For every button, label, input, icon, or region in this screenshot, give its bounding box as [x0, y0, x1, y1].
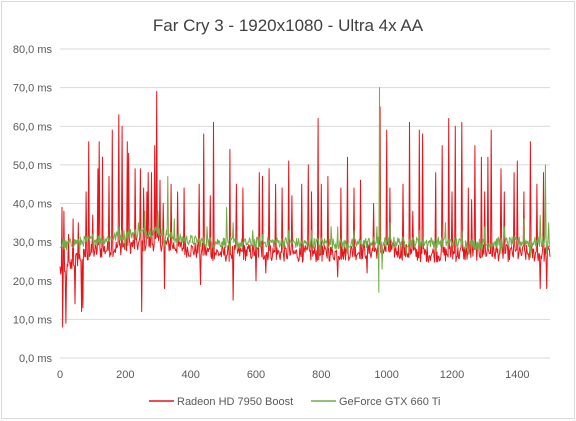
legend-label-radeon: Radeon HD 7950 Boost	[177, 396, 293, 408]
y-tick-label: 50,0 ms	[13, 160, 53, 172]
y-tick-label: 80,0 ms	[13, 44, 53, 56]
series-layer	[59, 87, 551, 328]
series-line-radeon	[59, 91, 551, 328]
y-tick-label: 40,0 ms	[13, 199, 53, 211]
x-tick-label: 400	[181, 369, 199, 381]
y-tick-label: 10,0 ms	[13, 314, 53, 326]
x-tick-label: 1000	[374, 369, 398, 381]
legend-item-geforce[interactable]: GeForce GTX 660 Ti	[311, 396, 440, 408]
legend: Radeon HD 7950 Boost GeForce GTX 660 Ti	[149, 396, 440, 408]
series-line-geforce	[59, 87, 551, 293]
y-tick-label: 60,0 ms	[13, 121, 53, 133]
legend-item-radeon[interactable]: Radeon HD 7950 Boost	[149, 396, 293, 408]
chart-title: Far Cry 3 - 1920x1080 - Ultra 4x AA	[153, 16, 424, 35]
y-tick-label: 20,0 ms	[13, 276, 53, 288]
x-tick-label: 200	[116, 369, 134, 381]
x-tick-label: 1400	[505, 369, 529, 381]
x-tick-label: 0	[57, 369, 63, 381]
legend-label-geforce: GeForce GTX 660 Ti	[339, 396, 440, 408]
y-tick-label: 0,0 ms	[19, 353, 53, 365]
y-axis-ticks: 0,0 ms 10,0 ms 20,0 ms 30,0 ms 40,0 ms 50,0 m…	[13, 44, 53, 365]
x-tick-label: 600	[247, 369, 265, 381]
x-tick-label: 1200	[440, 369, 464, 381]
y-tick-label: 70,0 ms	[13, 83, 53, 95]
y-tick-label: 30,0 ms	[13, 237, 53, 249]
grid-lines	[60, 48, 550, 359]
x-axis-ticks: 0 200 400 600 800 1000 1200 1400	[57, 369, 530, 381]
x-tick-label: 800	[312, 369, 330, 381]
